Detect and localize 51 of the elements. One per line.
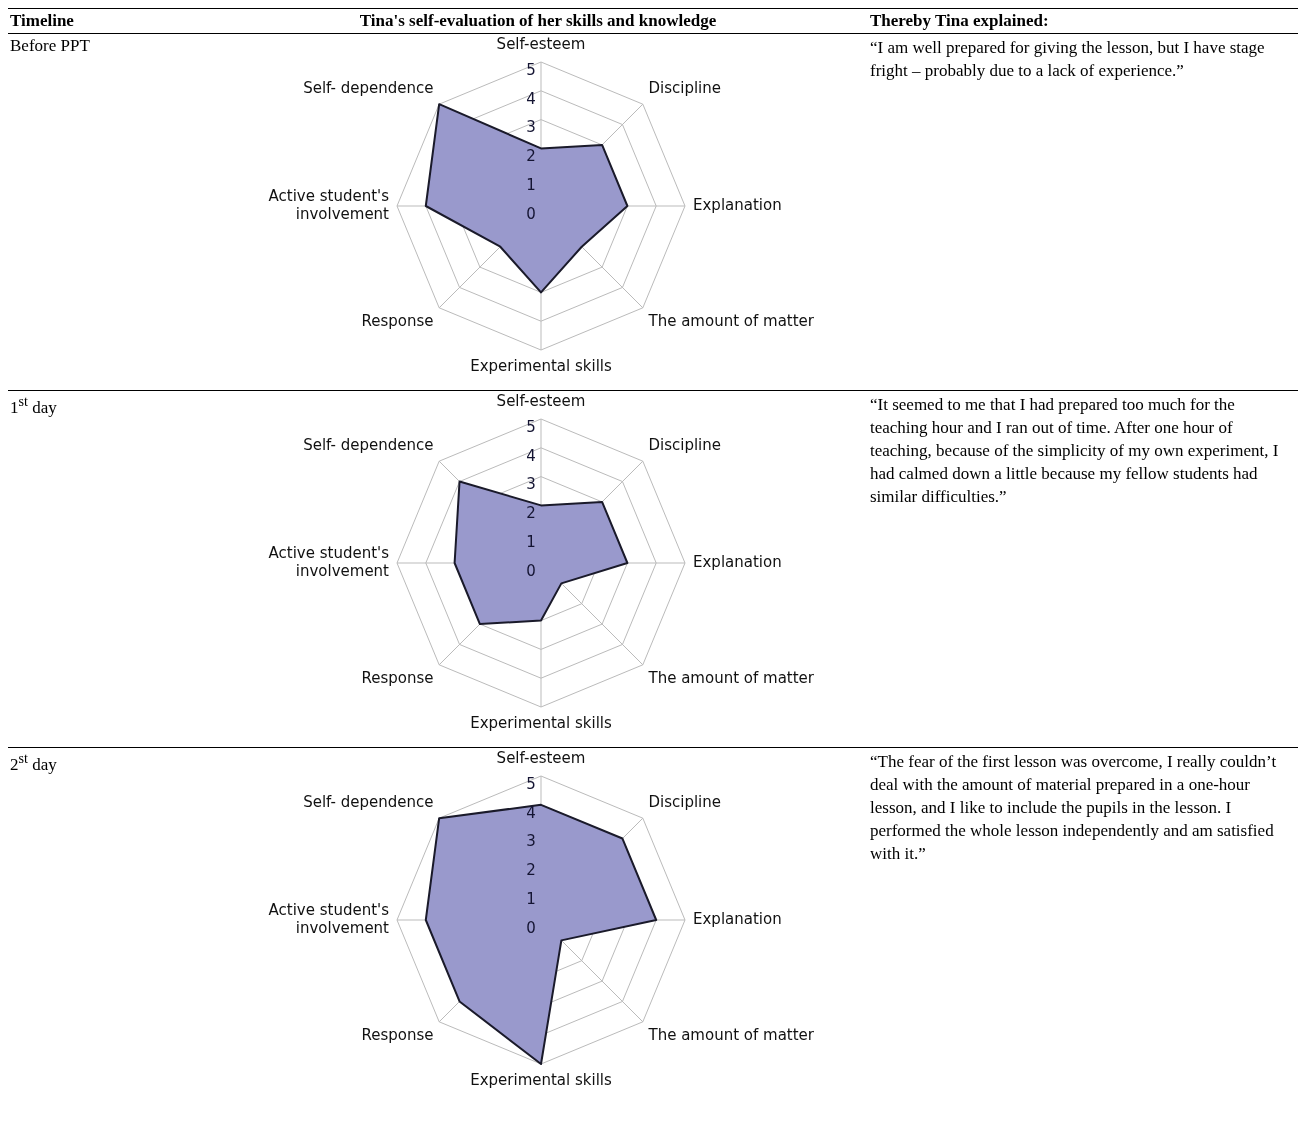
text: “The fear of the first lesson was overcome, I really couldn’t deal with the amount of material prepared in a one-hour lesson, and I like to include the pupils in the lesson. I performed the whole lesson independently and am satisfied with it.” [869,751,1278,865]
y-tick-label: 2 [526,147,536,166]
spoke-label: Explanation [693,909,782,928]
spoke-label: Discipline [648,793,722,812]
text: “It seemed to me that I had prepared too much for the teaching hour and I ran out of time. After one hour of teaching, because of the simplicity of my own experiment, I had calmed down a little because my fellow students had similar difficulties.” [869,394,1280,508]
spoke-label: Self-esteem [496,748,586,767]
spoke-label: Response [361,1026,434,1045]
spoke-label: Self-esteem [496,391,586,410]
spoke-label: Self- dependence [303,79,434,98]
y-tick-label: 0 [526,918,536,937]
spoke-label: Explanation [693,552,782,571]
y-tick-label: 0 [526,561,536,580]
spoke-label: Experimental skills [470,356,612,375]
spoke-label: Active student's involvement [268,186,390,223]
spoke-label: The amount of matter [647,669,815,688]
y-tick-label: 5 [526,417,536,436]
y-tick-label: 5 [526,60,536,79]
spoke-label: The amount of matter [647,312,815,331]
spoke-label: Experimental skills [470,1070,612,1089]
text: 2$^{st}$ day [9,749,58,776]
y-tick-label: 3 [526,118,536,137]
spoke-label: Response [361,312,434,331]
y-tick-label: 4 [526,803,536,822]
y-tick-label: 1 [526,533,536,552]
spoke-label: Self-esteem [496,34,586,53]
spoke-label: The amount of matter [647,1026,815,1045]
text: “I am well prepared for giving the lesson, but I have stage fright – probably due to a lack of experience.” [869,37,1266,82]
y-tick-label: 2 [526,504,536,523]
y-tick-label: 2 [526,861,536,880]
y-tick-label: 0 [526,204,536,223]
spoke-label: Experimental skills [470,713,612,732]
y-tick-label: 1 [526,890,536,909]
spoke-label: Discipline [648,79,722,98]
spoke-label: Response [361,669,434,688]
text: Timeline [9,10,75,32]
text: Tina's self-evaluation of her skills and knowledge [358,10,718,32]
y-tick-label: 4 [526,89,536,108]
y-tick-label: 4 [526,446,536,465]
y-tick-label: 1 [526,176,536,195]
text: Thereby Tina explained: [869,10,1050,32]
y-tick-label: 3 [526,832,536,851]
text: Before PPT [9,35,91,57]
spoke-label: Self- dependence [303,436,434,455]
spoke-label: Active student's involvement [268,543,390,580]
y-tick-label: 5 [526,774,536,793]
spoke-label: Self- dependence [303,793,434,812]
y-tick-label: 3 [526,475,536,494]
spoke-label: Discipline [648,436,722,455]
spoke-label: Active student's involvement [268,900,390,937]
text: 1$^{st}$ day [9,392,58,419]
spoke-label: Explanation [693,195,782,214]
